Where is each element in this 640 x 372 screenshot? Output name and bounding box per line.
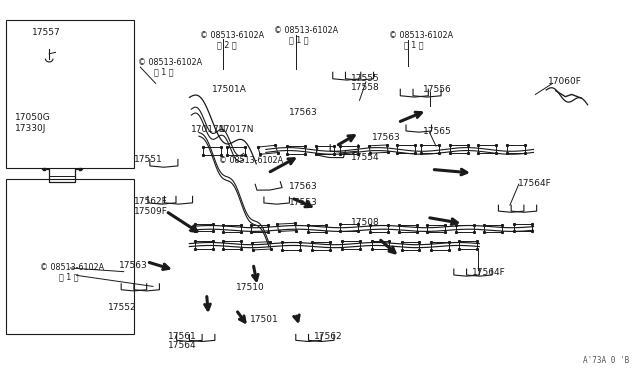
Text: 17561: 17561 bbox=[168, 332, 197, 341]
Text: 17501A: 17501A bbox=[212, 85, 246, 94]
Text: 17554: 17554 bbox=[351, 153, 380, 162]
Text: A'73A 0 'B: A'73A 0 'B bbox=[583, 356, 629, 365]
Text: 17565: 17565 bbox=[423, 127, 452, 136]
Bar bbox=[6, 20, 134, 167]
Text: 17050G: 17050G bbox=[15, 113, 51, 122]
Text: 17563: 17563 bbox=[289, 108, 318, 118]
Text: 17557: 17557 bbox=[32, 28, 61, 37]
Text: 17508: 17508 bbox=[351, 218, 380, 227]
Text: （ 2 ）: （ 2 ） bbox=[217, 41, 236, 49]
Text: 17562F: 17562F bbox=[134, 197, 168, 206]
Text: 17551: 17551 bbox=[134, 155, 163, 164]
Text: 17509F: 17509F bbox=[134, 206, 168, 216]
Text: 17017N: 17017N bbox=[220, 125, 255, 134]
Text: 17553: 17553 bbox=[289, 198, 318, 207]
Text: 17562: 17562 bbox=[314, 332, 342, 341]
Text: © 08513-6102A: © 08513-6102A bbox=[138, 58, 202, 67]
Text: © 08513-6102A: © 08513-6102A bbox=[200, 31, 264, 40]
Text: 17501: 17501 bbox=[250, 315, 278, 324]
Text: 17555: 17555 bbox=[351, 74, 380, 83]
Text: © 08513-6102A: © 08513-6102A bbox=[220, 156, 284, 166]
Text: 17564F: 17564F bbox=[472, 268, 506, 277]
Text: 17330J: 17330J bbox=[15, 124, 47, 133]
Text: 17563: 17563 bbox=[372, 133, 401, 142]
Text: 17510: 17510 bbox=[236, 283, 264, 292]
Text: © 08513-6102A: © 08513-6102A bbox=[274, 26, 339, 35]
Text: （ 1 ）: （ 1 ） bbox=[289, 36, 309, 45]
Text: （ 1 ）: （ 1 ） bbox=[154, 68, 174, 77]
Text: （ 1 ）: （ 1 ） bbox=[59, 272, 78, 281]
Text: （ 1 ）: （ 1 ） bbox=[404, 41, 424, 49]
Text: 17556: 17556 bbox=[423, 85, 452, 94]
Bar bbox=[6, 179, 134, 334]
Text: 17558: 17558 bbox=[351, 83, 380, 92]
Text: 17564: 17564 bbox=[168, 341, 197, 350]
Text: © 08513-6102A: © 08513-6102A bbox=[389, 31, 453, 40]
Text: 17563: 17563 bbox=[119, 261, 148, 270]
Text: 17060F: 17060F bbox=[548, 77, 582, 86]
Text: © 08513-6102A: © 08513-6102A bbox=[40, 263, 104, 272]
Text: 17563: 17563 bbox=[289, 182, 318, 191]
Text: 17017N: 17017N bbox=[191, 125, 227, 134]
Text: 17564F: 17564F bbox=[518, 179, 551, 187]
Text: 17552: 17552 bbox=[108, 302, 137, 312]
